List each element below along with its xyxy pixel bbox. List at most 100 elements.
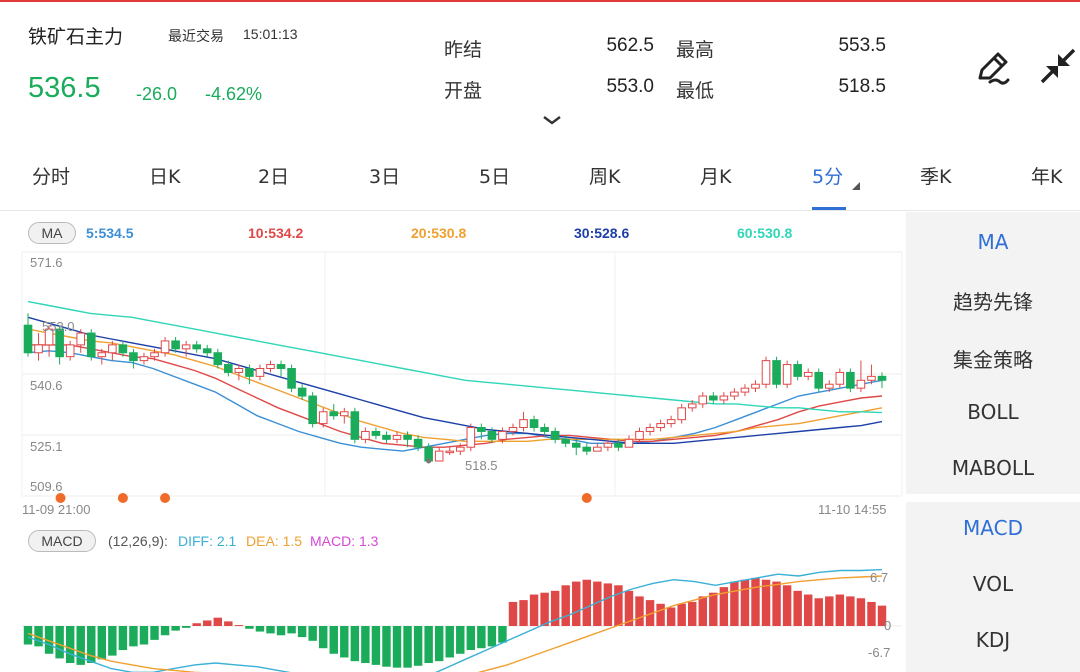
indicator-boll[interactable]: BOLL [967,400,1019,424]
time-axis-end: 11-10 14:55 [818,502,887,517]
active-tab-underline [812,207,846,210]
candle-body [824,383,834,389]
tab-2day[interactable]: 2日 [258,166,290,188]
macd-bar [329,626,338,654]
tab-3day[interactable]: 3日 [369,166,401,188]
macd-bar [730,581,739,626]
collapse-arrows-icon[interactable] [1038,46,1078,86]
candle-body [340,411,349,417]
macd-bar [361,626,370,664]
macd-bar [677,603,686,626]
indicator-vol[interactable]: VOL [972,572,1014,596]
quote-header: 铁矿石主力 最近交易 15:01:13 536.5 -26.0 -4.62% 昨… [0,0,1080,140]
tab-5day[interactable]: 5日 [479,166,511,188]
candle-body [266,364,275,369]
macd-bar [308,626,317,641]
candle-body [803,371,813,377]
macd-bar [297,626,307,638]
candle-body [846,371,855,389]
tab-5min[interactable]: 5分 [812,166,844,188]
candle-body [445,450,455,454]
indicator-kdj[interactable]: KDJ [975,628,1011,652]
candle-body [571,442,581,448]
tab-weekly[interactable]: 周K [589,166,621,188]
candle-body [392,434,402,440]
macd-bar [529,594,539,626]
tab-daily[interactable]: 日K [149,166,181,188]
last-price: 536.5 [28,72,101,104]
indicator-macd[interactable]: MACD [963,516,1023,540]
pen-icon[interactable] [972,48,1012,88]
prev-settle-value: 562.5 [606,35,654,56]
chevron-down-icon[interactable] [542,114,562,126]
macd-bar [192,623,201,626]
candle-body [877,375,887,381]
ma-badge[interactable]: MA [28,222,76,244]
price-axis-label: 571.6 [30,255,63,270]
macd-bar [614,585,623,626]
ma30-legend: 30:528.6 [574,225,630,241]
macd-bar [719,587,729,626]
open-value: 553.0 [606,76,654,97]
candle-body [97,352,107,358]
macd-bar [645,600,655,626]
signal-marker [55,493,66,503]
macd-bar [761,579,771,626]
macd-axis-label: 0 [884,618,892,633]
macd-params: (12,26,9): [108,533,168,549]
candle-body [730,391,739,397]
kline-chart-area[interactable]: MA 5:534.5 10:534.2 20:530.8 30:528.6 60… [0,212,906,672]
low-annotation: 518.5 [465,458,498,473]
candle-body [793,364,802,377]
candle-body [276,364,286,369]
indicator-maboll[interactable]: MABOLL [951,456,1035,480]
candle-body [192,344,201,350]
open-label: 开盘 [444,80,483,102]
candle-body [466,427,476,448]
macd-bar [582,579,592,626]
macd-bar [44,626,54,654]
macd-bar [519,600,528,626]
macd-axis-label: -6.7 [868,645,891,660]
ma5-line [27,350,883,452]
ma60-line [27,300,883,414]
tab-monthly[interactable]: 月K [700,166,732,188]
macd-bar [877,605,887,626]
tab-quarterly[interactable]: 季K [920,166,952,188]
macd-bar [413,626,423,666]
candle-body [308,395,317,425]
tab-intraday[interactable]: 分时 [32,166,71,188]
indicator-ma[interactable]: MA [977,230,1009,254]
candle-body [751,383,760,389]
candle-body [129,352,138,362]
macd-bar [434,626,444,662]
tab-yearly[interactable]: 年K [1031,166,1063,188]
candle-body [550,430,560,440]
macd-bar [129,626,138,647]
low-value: 518.5 [838,76,886,97]
price-change-percent: -4.62% [205,84,263,104]
candle-body [709,395,718,401]
candle-body [234,367,244,373]
candle-body [508,427,518,432]
tab-dropdown-triangle-icon[interactable] [852,182,860,190]
high-annotation: 553.0 [42,319,75,334]
candle-body [835,371,845,385]
macd-badge[interactable]: MACD [28,530,96,552]
macd-bar [255,626,265,632]
macd-bar [508,601,518,626]
macd-dea-legend: DEA: 1.5 [246,533,303,549]
macd-bar [55,626,64,659]
indicator-trend-pioneer[interactable]: 趋势先锋 [953,290,1033,314]
candle-body [23,324,33,354]
indicator-gold-strategy[interactable]: 集金策略 [953,348,1033,372]
indicator-panel [906,212,1080,672]
candle-body [677,407,686,421]
macd-bar [97,626,107,660]
ma20-line [27,328,883,443]
contract-title: 铁矿石主力 [28,26,124,48]
macd-bar [234,625,244,627]
candle-body [635,430,644,440]
candle-body [740,387,750,393]
ma20-legend: 20:530.8 [411,225,467,241]
